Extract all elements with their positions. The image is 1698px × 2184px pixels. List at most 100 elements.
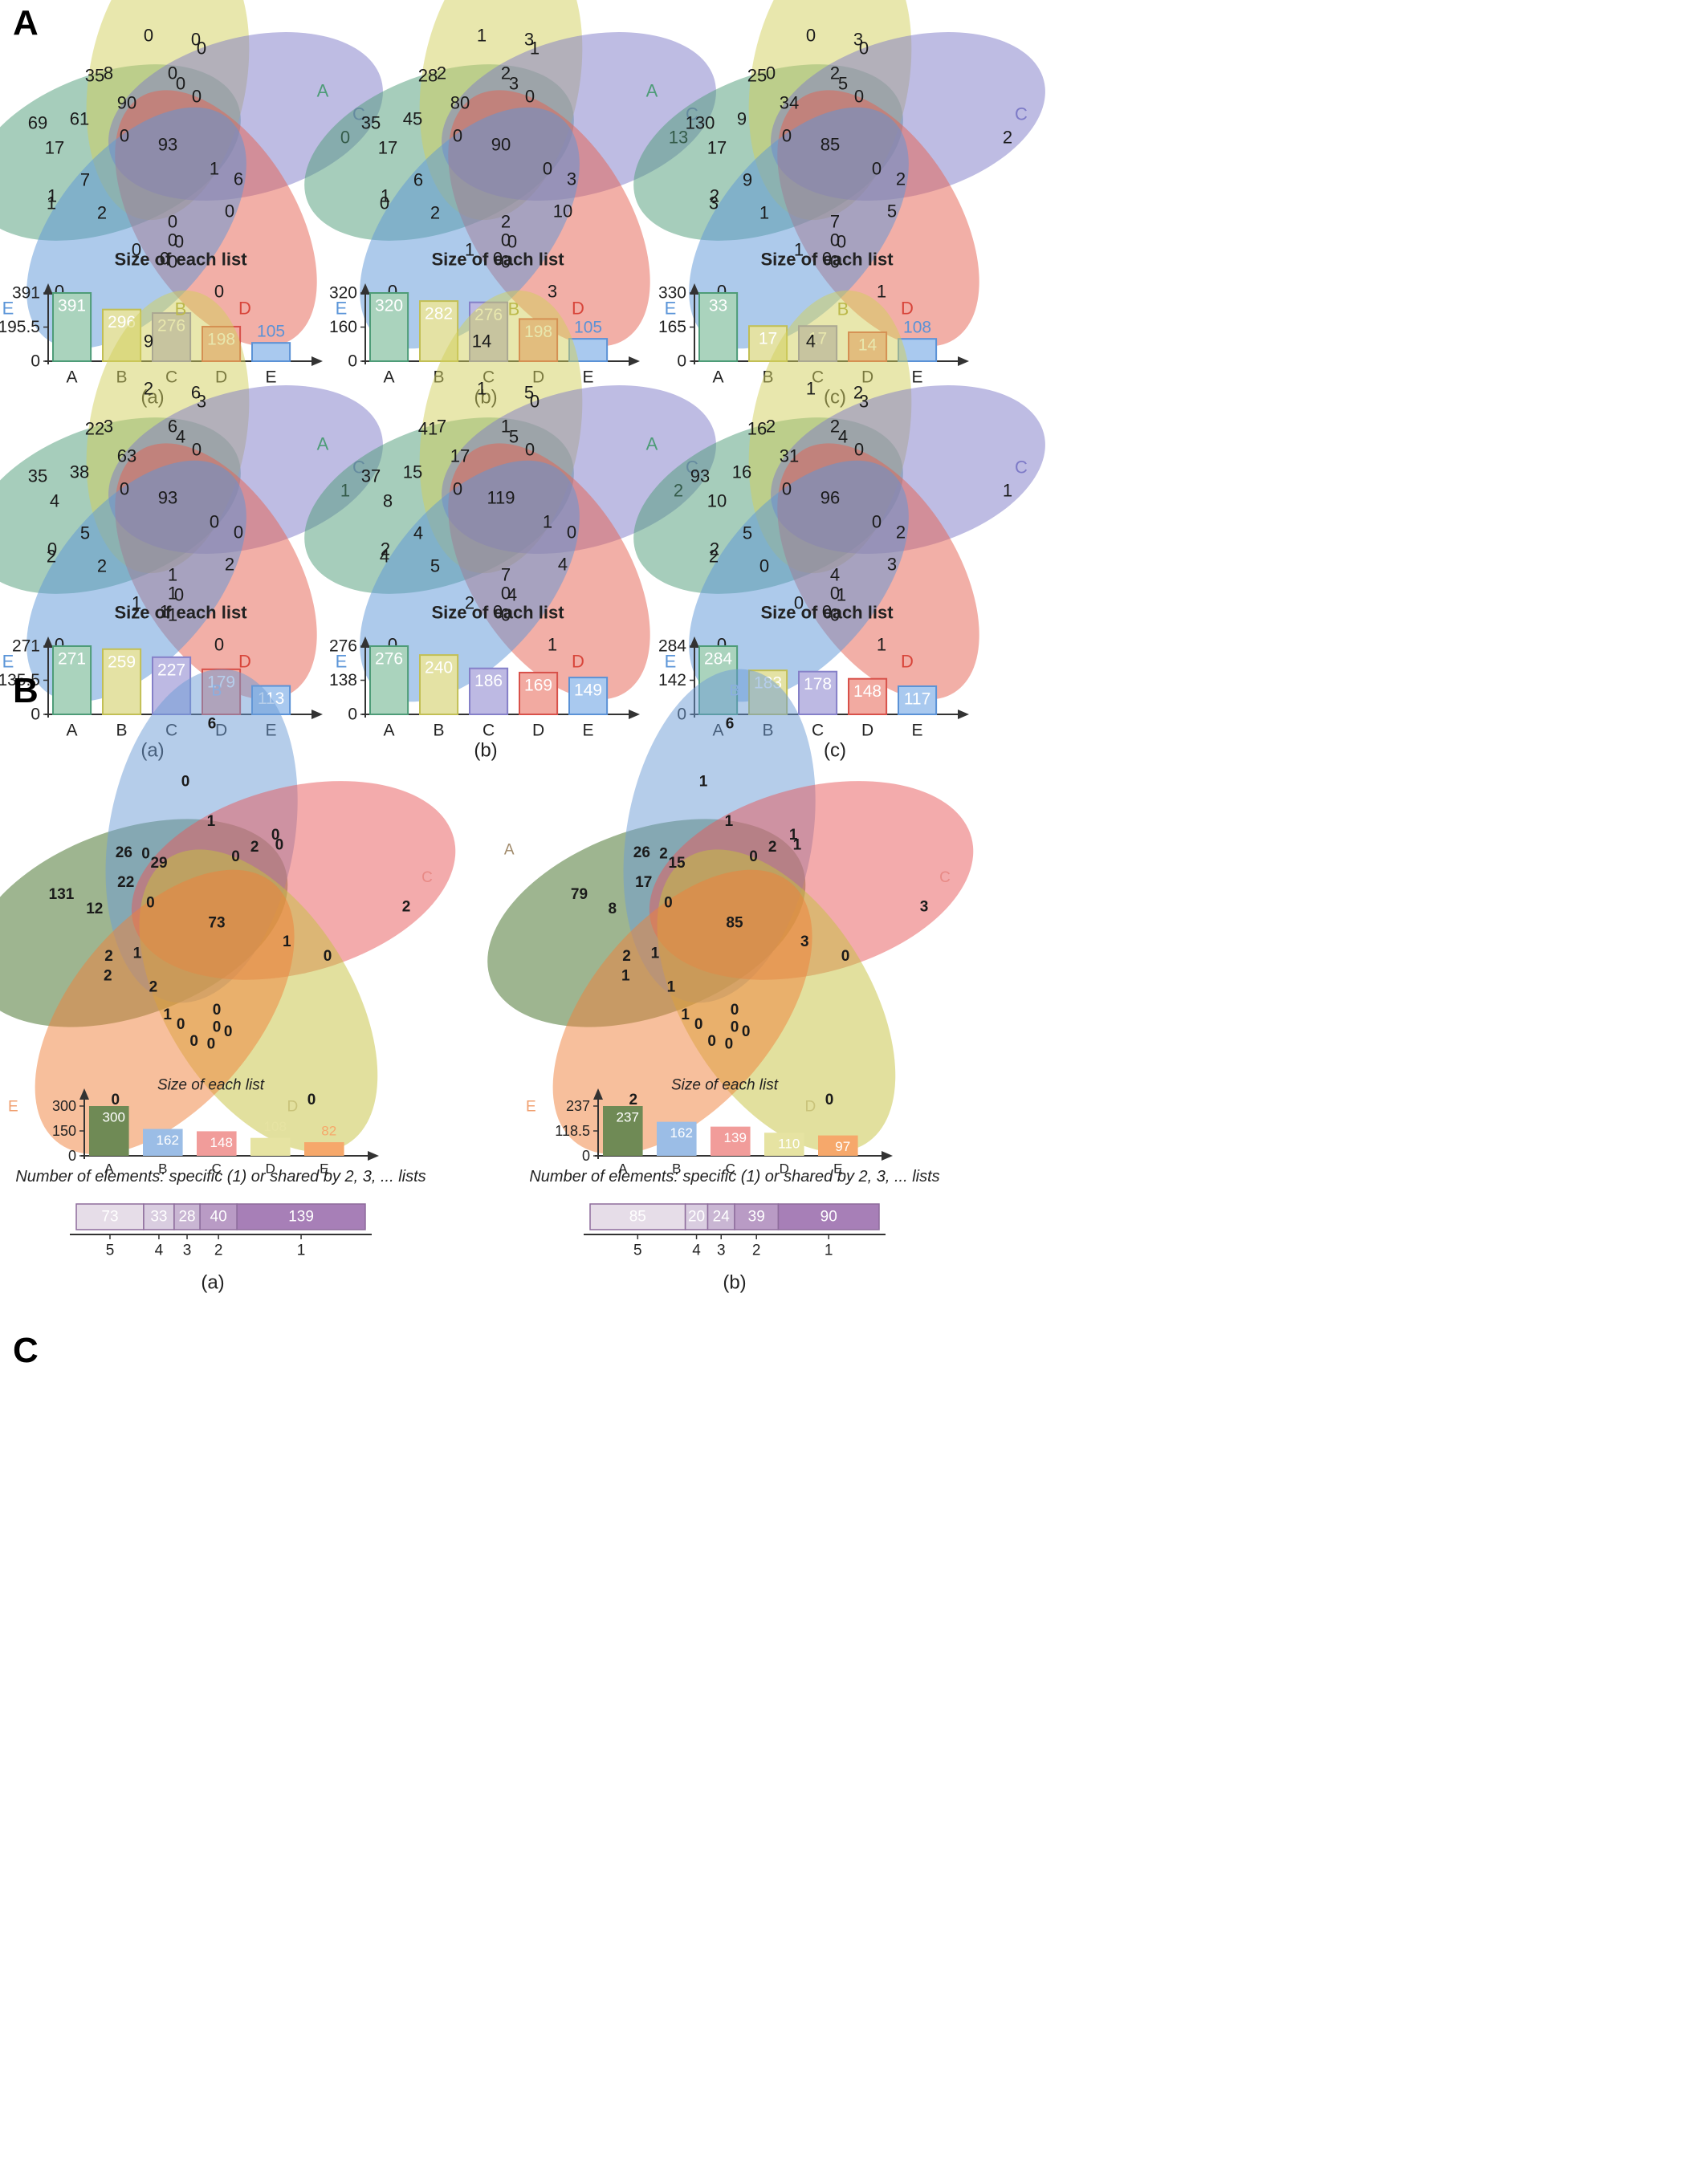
- venn-region-count: 17: [378, 138, 397, 158]
- venn-region-count: 26: [633, 844, 650, 861]
- shared-segment: [777, 1203, 880, 1230]
- venn-region-count: 93: [158, 135, 177, 155]
- venn-region-count: 0: [189, 1033, 198, 1050]
- venn-set-label: A: [504, 842, 515, 859]
- venn-region-count: 0: [207, 1036, 216, 1053]
- venn-region-count: 5: [838, 74, 848, 94]
- venn-region-count: 0: [806, 26, 816, 46]
- venn-region-count: 2: [381, 539, 390, 559]
- venn-region-count: 0: [380, 193, 389, 214]
- bar-value-label: 105: [257, 323, 285, 341]
- venn-region-count: 34: [780, 93, 799, 113]
- panel-a-2: ABCDE13012102500305342917850292317500100…: [633, 0, 1045, 409]
- panel-caption: (b): [723, 1272, 746, 1294]
- venn-region-count: 0: [224, 1023, 233, 1040]
- venn-region-count: 0: [731, 1002, 739, 1019]
- venn-region-count: 0: [825, 1092, 834, 1108]
- bar-value-label: 240: [425, 659, 453, 677]
- venn-region-count: 2: [144, 379, 153, 399]
- venn-set-label: B: [837, 299, 849, 319]
- bar-value-label: 108: [903, 319, 931, 337]
- bar-category-label: B: [116, 722, 128, 740]
- bar-category-label: C: [726, 1161, 735, 1177]
- bar-y-arrow: [360, 283, 370, 295]
- bar-category-label: B: [672, 1161, 681, 1177]
- venn-set-label: C: [1015, 458, 1028, 478]
- venn-region-count: 7: [830, 212, 840, 232]
- venn-region-count: 16: [732, 462, 751, 482]
- bar-chart-title: Size of each list: [760, 250, 894, 270]
- venn-region-count: 0: [225, 201, 234, 222]
- bar-category-label: A: [104, 1161, 114, 1177]
- venn-region-count: 0: [854, 440, 864, 460]
- shared-segment: [706, 1203, 735, 1230]
- bar-category-label: E: [320, 1161, 328, 1177]
- venn-region-count: 2: [768, 839, 777, 856]
- venn-region-count: 2: [225, 555, 234, 575]
- venn-region-count: 0: [453, 126, 462, 146]
- bar-y-tick-label: 138: [329, 671, 357, 689]
- venn-region-count: 0: [324, 948, 332, 965]
- bar-value-label: 149: [574, 681, 602, 700]
- shared-tick-label: 1: [825, 1242, 833, 1259]
- bar: [89, 1106, 129, 1156]
- bar-category-label: D: [266, 1161, 275, 1177]
- bar-y-tick-label: 271: [12, 637, 40, 656]
- venn-region-count: 3: [104, 417, 113, 437]
- venn-set-e: [360, 107, 580, 349]
- venn-region-count: 0: [766, 63, 776, 83]
- bar-category-label: A: [384, 722, 395, 740]
- venn-region-count: 0: [501, 252, 511, 272]
- venn-region-count: 1: [877, 635, 886, 655]
- bar-chart-title: Size of each list: [114, 250, 247, 270]
- venn-region-count: 3: [920, 898, 929, 915]
- venn-region-count: 1: [168, 565, 177, 585]
- bar-y-tick-label: 142: [658, 671, 686, 689]
- venn-region-count: 2: [149, 979, 158, 996]
- shared-segment-label: 85: [629, 1209, 646, 1226]
- venn-region-count: 2: [501, 63, 511, 83]
- shared-segment-label: 40: [210, 1209, 227, 1226]
- venn-region-count: 0: [453, 479, 462, 499]
- bar: [143, 1129, 183, 1156]
- venn-region-count: 4: [806, 331, 816, 352]
- venn-region-count: 0: [234, 523, 243, 543]
- venn-region-count: 2: [830, 63, 840, 83]
- bar: [469, 667, 509, 716]
- bar-value-label: 186: [474, 672, 503, 690]
- venn-region-count: 0: [837, 232, 846, 252]
- venn-region-count: 8: [104, 63, 113, 83]
- venn-set-label: B: [175, 299, 187, 319]
- venn-region-count: 35: [361, 113, 381, 133]
- venn-region-count: 2: [709, 547, 719, 567]
- venn-set-e: [360, 460, 580, 702]
- venn-region-count: 9: [743, 170, 752, 190]
- venn-region-count: 35: [85, 66, 104, 86]
- bar: [52, 645, 92, 715]
- venn-region-count: 0: [501, 230, 511, 250]
- venn-region-count: 2: [104, 968, 112, 985]
- bar-y-tick-label: 135.5: [0, 671, 40, 689]
- venn-region-count: 16: [747, 419, 767, 439]
- venn-region-count: 85: [820, 135, 840, 155]
- venn-region-count: 0: [144, 26, 153, 46]
- venn-region-count: 1: [168, 605, 177, 625]
- bar-x-arrow: [629, 710, 640, 719]
- bar: [798, 670, 838, 715]
- bar: [818, 1135, 858, 1156]
- venn-region-count: 2: [710, 186, 719, 206]
- venn-region-count: 0: [168, 212, 177, 232]
- venn-region-count: 22: [85, 419, 104, 439]
- venn-region-count: 85: [726, 915, 743, 932]
- bar-value-label: 227: [157, 661, 185, 679]
- bar-category-label: B: [158, 1161, 167, 1177]
- venn-region-count: 0: [168, 252, 177, 272]
- bar: [197, 1131, 237, 1156]
- venn-region-count: 25: [747, 66, 767, 86]
- venn-region-count: 37: [361, 466, 381, 486]
- bar-value-label: 282: [425, 305, 453, 323]
- shared-chart-title: Number of elements: specific (1) or shar…: [15, 1168, 426, 1186]
- venn-set-e: [35, 869, 295, 1155]
- venn-region-count: 0: [192, 87, 202, 107]
